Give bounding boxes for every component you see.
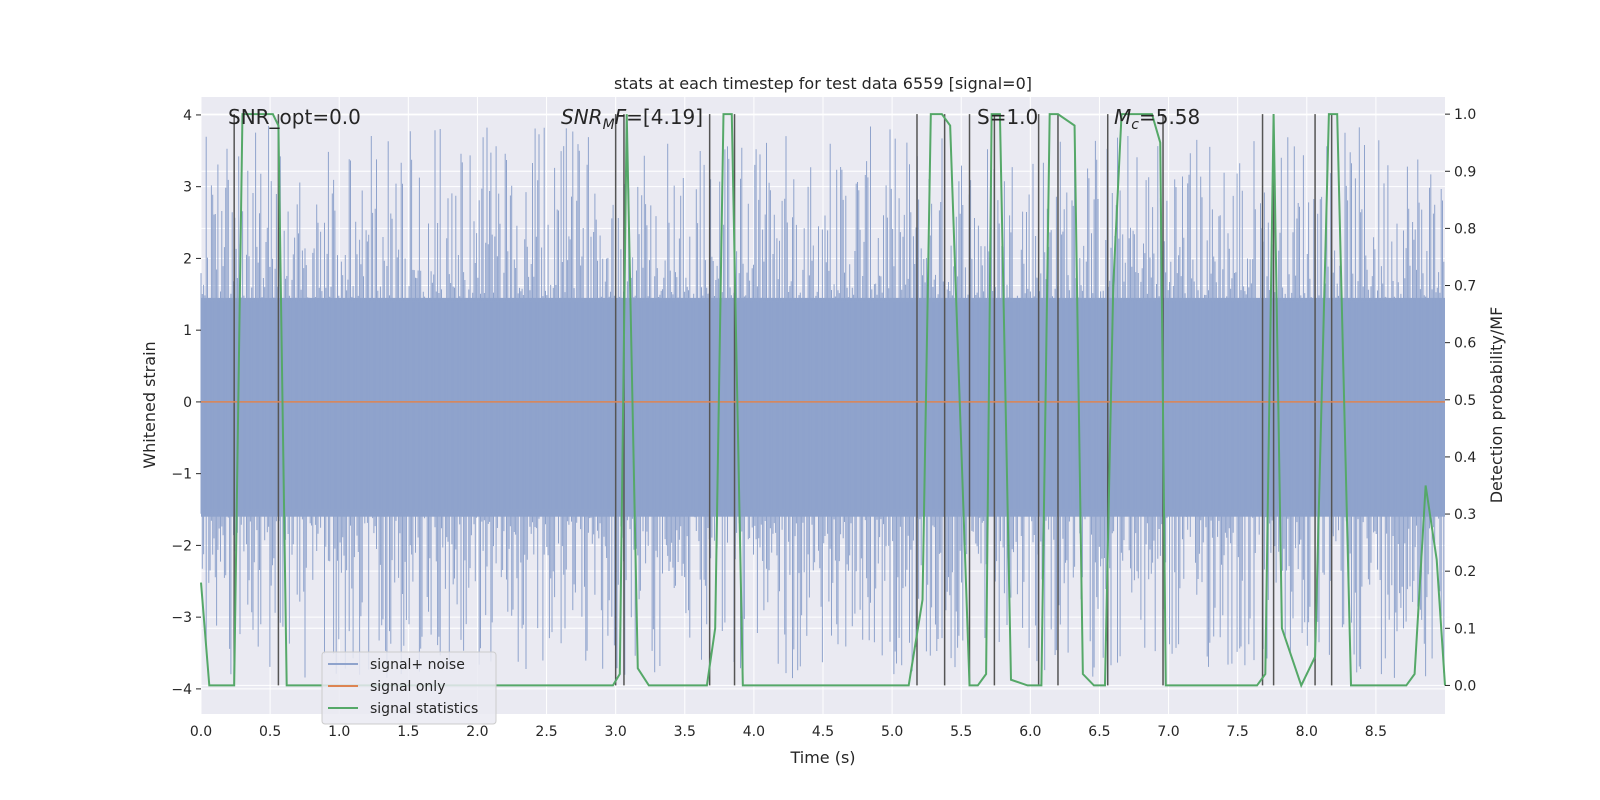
x-tick-label: 5.5 <box>950 724 972 740</box>
y2-tick-label: 0.0 <box>1454 678 1476 694</box>
x-axis-label: Time (s) <box>789 748 855 767</box>
y-tick-label: 0 <box>183 395 192 411</box>
x-tick-label: 0.5 <box>259 724 281 740</box>
x-tick-label: 2.5 <box>535 724 557 740</box>
legend-label-signal-noise: signal+ noise <box>370 657 465 673</box>
y2-tick-label: 0.3 <box>1454 507 1476 523</box>
annotation-mc-sub: c <box>1131 117 1139 133</box>
x-tick-label: 7.5 <box>1227 724 1249 740</box>
x-tick-label: 8.0 <box>1296 724 1318 740</box>
y2-tick-label: 0.1 <box>1454 621 1476 637</box>
noise-band <box>201 297 1445 517</box>
x-tick-label: 3.0 <box>605 724 627 740</box>
y-tick-label: 1 <box>183 323 192 339</box>
x-tick-label: 8.5 <box>1365 724 1387 740</box>
y2-axis-label: Detection probability/MF <box>1487 307 1506 504</box>
x-tick-label: 4.5 <box>812 724 834 740</box>
annotation-snr-mf-prefix: SNR <box>561 105 603 129</box>
x-tick-label: 7.0 <box>1157 724 1179 740</box>
legend-label-signal-only: signal only <box>370 679 445 695</box>
x-tick-label: 0.0 <box>190 724 212 740</box>
x-tick-label: 6.5 <box>1088 724 1110 740</box>
y-tick-label: 4 <box>183 108 192 124</box>
annotation-snr-opt: SNR_opt=0.0 <box>228 105 361 129</box>
x-tick-label: 3.5 <box>674 724 696 740</box>
y-tick-label: −3 <box>171 610 192 626</box>
y2-tick-label: 0.4 <box>1454 450 1476 466</box>
annotation-snr-mf-value: =[4.19] <box>626 105 703 129</box>
x-tick-label: 4.0 <box>743 724 765 740</box>
x-tick-label: 6.0 <box>1019 724 1041 740</box>
y2-tick-label: 0.9 <box>1454 164 1476 180</box>
y2-tick-label: 1.0 <box>1454 107 1476 123</box>
series-lines <box>200 113 1446 689</box>
y-tick-label: −4 <box>171 682 192 698</box>
annotation-s: S=1.0 <box>977 105 1038 129</box>
y-tick-label: −2 <box>171 538 192 554</box>
x-tick-label: 1.0 <box>328 724 350 740</box>
annotation-mc-value: =5.58 <box>1139 105 1200 129</box>
legend-label-signal-statistics: signal statistics <box>370 701 478 717</box>
annotation-snr-mf-mid: F <box>615 105 627 129</box>
annotation-mc: Mc=5.58 <box>1114 105 1200 133</box>
y-axis-label: Whitened strain <box>140 341 159 468</box>
y2-tick-label: 0.2 <box>1454 564 1476 580</box>
x-tick-label: 1.5 <box>397 724 419 740</box>
y2-tick-label: 0.6 <box>1454 336 1476 352</box>
y-tick-label: 3 <box>183 180 192 196</box>
legend-box <box>321 651 497 725</box>
annotation-snr-mf: SNRMF=[4.19] <box>561 105 703 133</box>
y-tick-label: −1 <box>171 467 192 483</box>
chart-title: stats at each timestep for test data 655… <box>614 74 1032 93</box>
annotation-snr-mf-sub: M <box>603 117 615 133</box>
y2-tick-label: 0.5 <box>1454 393 1476 409</box>
y2-tick-label: 0.7 <box>1454 279 1476 295</box>
legend: signal+ noise signal only signal statist… <box>321 651 497 725</box>
y2-tick-label: 0.8 <box>1454 221 1476 237</box>
x-tick-label: 2.0 <box>466 724 488 740</box>
signal-statistics-line <box>200 113 1446 689</box>
annotation-mc-prefix: M <box>1114 105 1131 129</box>
x-tick-label: 5.0 <box>881 724 903 740</box>
y-tick-label: 2 <box>183 251 192 267</box>
noise-layer <box>200 125 1445 679</box>
axes: 0.0 0.5 1.0 1.5 2.0 2.5 3.0 3.5 4.0 4.5 5.0 5.5 6.0 6… <box>171 107 1476 740</box>
